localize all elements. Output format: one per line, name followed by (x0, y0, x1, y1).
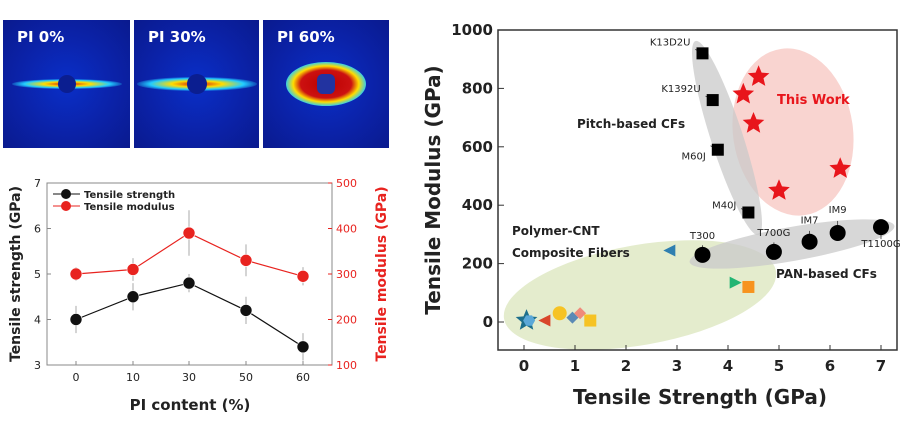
y-tick-label: 7 (34, 177, 41, 190)
data-point (126, 290, 140, 304)
circle-marker (801, 233, 818, 250)
legend-label: Tensile strength (84, 190, 175, 201)
star-marker (768, 179, 790, 200)
data-point (296, 269, 310, 283)
x-tick-label: 7 (876, 357, 886, 375)
series-line (75, 282, 304, 348)
y2-axis-title: Tensile modulus (GPa) (374, 186, 390, 361)
diamond-marker (566, 311, 579, 324)
point-label: T700G (756, 228, 790, 239)
hexagon-marker (523, 315, 536, 326)
point-label: IM9 (829, 205, 847, 216)
square-marker (584, 314, 597, 327)
data-point (296, 340, 310, 354)
group-label-cnt-line2: Composite Fibers (512, 246, 630, 260)
plot-frame (497, 29, 898, 351)
point-label: T300 (689, 231, 715, 242)
legend: Tensile strength Tensile modulus (53, 189, 175, 213)
triangle-left-marker (663, 244, 676, 257)
square-marker (706, 94, 719, 107)
point-label: M40J (712, 201, 736, 212)
group-label-this-work: This Work (777, 93, 850, 108)
point-label: M60J (681, 152, 705, 163)
line-chart: 0 10 30 50 60 3 4 5 6 7 100 200 300 400 500 PI content… (8, 177, 390, 414)
legend-label: Tensile modulus (84, 202, 175, 213)
triangle-left-marker (538, 314, 551, 327)
y-tick-label: 0 (483, 313, 493, 331)
y-axis-title: Tensile strength (GPa) (8, 186, 24, 362)
x-tick-label: 1 (570, 357, 580, 375)
star-marker (829, 157, 851, 178)
triangle-right-marker (729, 276, 742, 289)
data-point (239, 304, 253, 317)
square-marker (742, 206, 755, 219)
region-pitch-cfs (691, 40, 763, 236)
square-marker (742, 280, 755, 293)
group-label-pitch: Pitch-based CFs (577, 117, 685, 131)
panel-label: PI 0% (17, 28, 65, 46)
star-marker (732, 82, 755, 104)
x-tick-label: 60 (296, 371, 310, 384)
group-label-pan: PAN-based CFs (776, 267, 877, 281)
y2-tick-label: 300 (336, 268, 357, 281)
x-axis-title: PI content (%) (130, 396, 251, 414)
y-axis-title: Tensile Modulus (GPa) (421, 65, 445, 314)
panel-label: PI 60% (277, 28, 335, 46)
saxs-image-pi-0: PI 0% (3, 20, 130, 148)
y2-tick-label: 500 (336, 177, 357, 190)
square-marker (696, 47, 709, 60)
data-point (69, 267, 83, 281)
y-tick-label: 400 (462, 196, 493, 214)
point-label: T1100G (860, 239, 900, 250)
group-label-cnt-line1: Polymer-CNT (512, 224, 600, 238)
y-tick-label: 200 (462, 255, 493, 273)
y-tick-label: 5 (34, 268, 41, 281)
saxs-image-pi-30: PI 30% (134, 20, 259, 148)
data-point (239, 254, 253, 267)
data-point (126, 263, 140, 276)
y2-tick-label: 200 (336, 314, 357, 327)
square-marker (711, 143, 724, 156)
star-marker (747, 65, 770, 86)
circle-marker (765, 243, 782, 260)
circle-marker (873, 219, 889, 236)
point-label: K1392U (661, 84, 700, 95)
point-label: IM7 (801, 216, 819, 227)
x-axis-title: Tensile Strength (GPa) (573, 385, 827, 409)
star-marker (742, 112, 765, 133)
y-tick-label: 4 (34, 314, 41, 327)
region-this-work (732, 48, 854, 216)
circle-marker (552, 306, 567, 321)
y-tick-label: 600 (462, 138, 493, 156)
y-tick-label: 800 (462, 79, 493, 97)
x-tick-label: 0 (519, 357, 529, 375)
data-point (182, 226, 196, 240)
legend-marker (61, 189, 71, 199)
x-tick-label: 30 (182, 371, 196, 384)
point-label: K13D2U (650, 37, 691, 48)
x-tick-label: 0 (73, 371, 80, 384)
x-tick-label: 2 (621, 357, 631, 375)
x-tick-label: 10 (126, 371, 140, 384)
y2-tick-label: 400 (336, 223, 357, 236)
diamond-marker (574, 307, 587, 320)
legend-marker (61, 201, 71, 211)
data-point (182, 276, 196, 290)
x-tick-label: 4 (723, 357, 733, 375)
x-tick-label: 3 (672, 357, 682, 375)
x-tick-label: 6 (825, 357, 835, 375)
y2-tick-label: 100 (336, 359, 357, 372)
panel-label: PI 30% (148, 28, 206, 46)
data-point (69, 313, 83, 326)
x-tick-label: 5 (774, 357, 784, 375)
scatter-chart: 0 1 2 3 4 5 6 7 0 200 400 600 800 1000 K13D2U K1392U M6… (421, 21, 901, 409)
y-tick-label: 1000 (451, 21, 493, 39)
x-tick-label: 50 (239, 371, 253, 384)
saxs-image-pi-60: PI 60% (263, 20, 389, 148)
y-tick-label: 6 (34, 223, 41, 236)
y-tick-label: 3 (34, 359, 41, 372)
circle-marker (829, 224, 846, 241)
circle-marker (694, 246, 711, 263)
